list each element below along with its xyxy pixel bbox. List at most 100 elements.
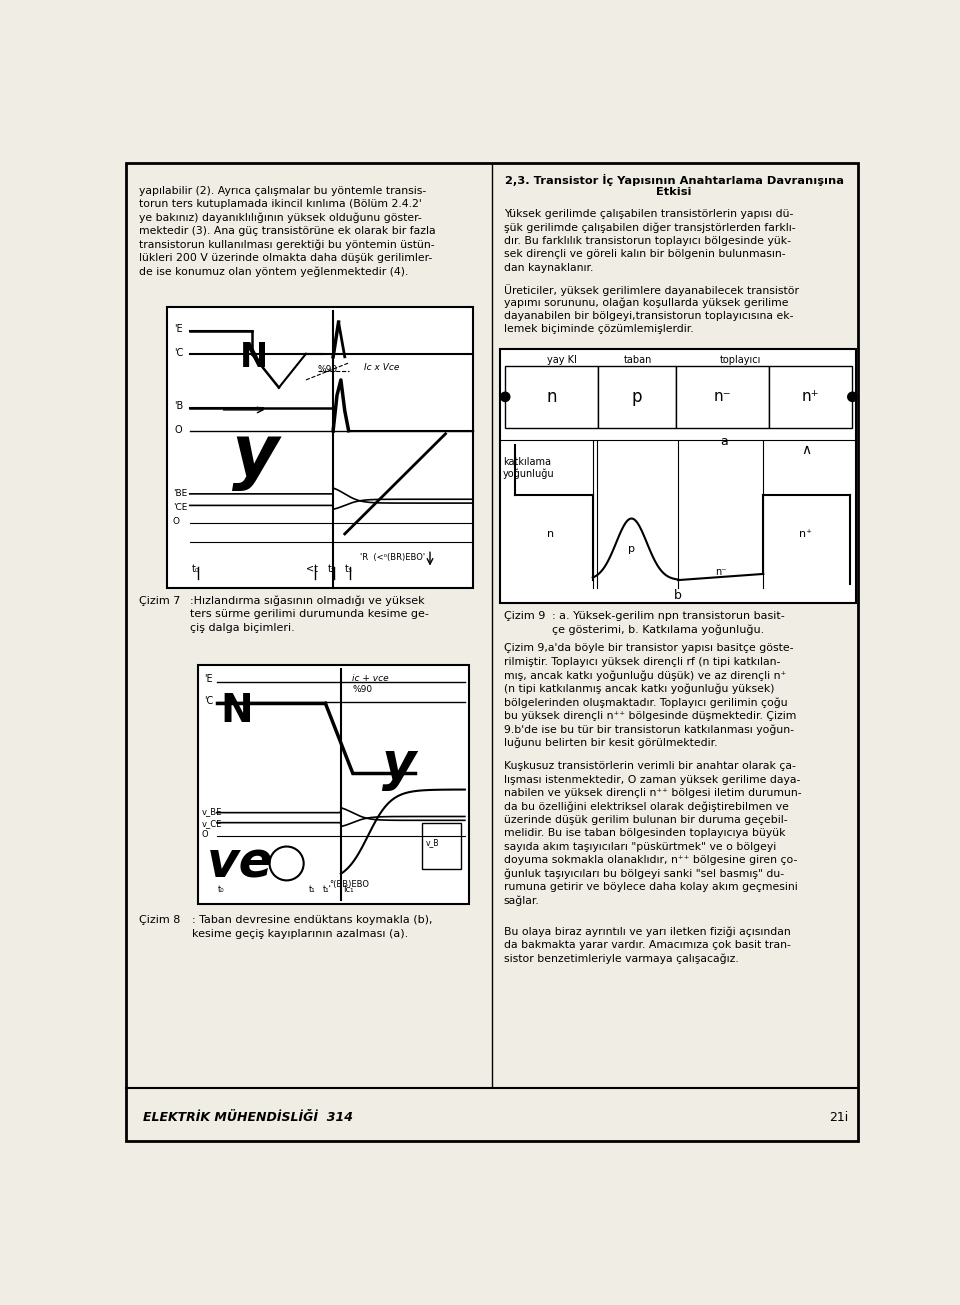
Text: üzerinde düşük gerilim bulunan bir duruma geçebil-: üzerinde düşük gerilim bulunan bir durum…	[504, 814, 787, 825]
Text: ic + vce: ic + vce	[352, 675, 389, 683]
Text: t₂: t₂	[327, 564, 335, 574]
Text: ELEKTRİK MÜHENDİSLİĞİ  314: ELEKTRİK MÜHENDİSLİĞİ 314	[143, 1111, 353, 1124]
Text: Yüksek gerilimde çalışabilen transistörlerin yapısı dü-: Yüksek gerilimde çalışabilen transistörl…	[504, 209, 793, 219]
Text: yoğunluğu: yoğunluğu	[503, 468, 555, 479]
Bar	[598, 365, 676, 428]
Text: %90: %90	[318, 364, 338, 373]
Text: p: p	[632, 388, 642, 406]
Text: Çizim 8: Çizim 8	[139, 915, 180, 925]
Text: 'CE: 'CE	[173, 504, 187, 512]
Text: dayanabilen bir bölgeyi,transistorun toplayıcısına ek-: dayanabilen bir bölgeyi,transistorun top…	[504, 311, 793, 321]
Bar	[769, 365, 852, 428]
Text: <t: <t	[306, 564, 318, 574]
Text: ve: ve	[206, 839, 274, 887]
Text: t₁: t₁	[309, 885, 316, 894]
Text: ∧: ∧	[801, 442, 811, 457]
Text: °(BB)EBO: °(BB)EBO	[329, 881, 370, 890]
Text: kesime geçiş kayıplarının azalması (a).: kesime geçiş kayıplarının azalması (a).	[192, 929, 408, 938]
Text: şük gerilimde çalışabilen diğer transjstörlerden farklı-: şük gerilimde çalışabilen diğer transjst…	[504, 222, 795, 232]
Text: 'R  (<⁰(BR)EBO': 'R (<⁰(BR)EBO'	[360, 553, 425, 562]
Text: rilmiştir. Toplayıcı yüksek dirençli rf (n tipi katkılan-: rilmiştir. Toplayıcı yüksek dirençli rf …	[504, 656, 780, 667]
Text: nabilen ve yüksek dirençli n⁺⁺ bölgesi iletim durumun-: nabilen ve yüksek dirençli n⁺⁺ bölgesi i…	[504, 788, 802, 797]
Text: transistorun kullanılması gerektiği bu yöntemin üstün-: transistorun kullanılması gerektiği bu y…	[139, 240, 435, 251]
Text: 'E: 'E	[175, 325, 182, 334]
Text: luğunu belirten bir kesit görülmektedir.: luğunu belirten bir kesit görülmektedir.	[504, 737, 717, 748]
Text: Üreticiler, yüksek gerilimlere dayanabilecek transistör: Üreticiler, yüksek gerilimlere dayanabil…	[504, 283, 799, 295]
Text: Bu olaya biraz ayrıntılı ve yarı iletken fiziği açısından: Bu olaya biraz ayrıntılı ve yarı iletken…	[504, 927, 790, 937]
Text: a: a	[721, 436, 729, 449]
Text: v_CE: v_CE	[202, 818, 222, 827]
Text: y: y	[232, 423, 279, 492]
Text: n: n	[546, 388, 557, 406]
Text: sistor benzetimleriyle varmaya çalışacağız.: sistor benzetimleriyle varmaya çalışacağ…	[504, 954, 738, 964]
Text: da bakmakta yarar vardır. Amacımıza çok basit tran-: da bakmakta yarar vardır. Amacımıza çok …	[504, 940, 790, 950]
Text: ye bakınız) dayanıklılığının yüksek olduğunu göster-: ye bakınız) dayanıklılığının yüksek oldu…	[139, 213, 422, 223]
Text: y: y	[382, 739, 417, 791]
Text: : Taban devresine endüktans koymakla (b),: : Taban devresine endüktans koymakla (b)…	[192, 915, 433, 925]
Text: Kuşkusuz transistörlerin verimli bir anahtar olarak ça-: Kuşkusuz transistörlerin verimli bir ana…	[504, 761, 796, 771]
Bar	[166, 307, 472, 587]
Text: yapımı sorununu, olağan koşullarda yüksek gerilime: yapımı sorununu, olağan koşullarda yükse…	[504, 298, 788, 308]
Text: b: b	[674, 590, 682, 603]
Text: çiş dalga biçimleri.: çiş dalga biçimleri.	[190, 624, 295, 633]
Text: N: N	[240, 342, 268, 375]
Text: Ic₁: Ic₁	[344, 885, 354, 894]
Text: v_B: v_B	[426, 838, 440, 847]
Text: n⁺: n⁺	[802, 389, 819, 405]
Text: 9.b'de ise bu tür bir transistorun katkılanması yoğun-: 9.b'de ise bu tür bir transistorun katkı…	[504, 724, 794, 735]
Text: ters sürme gerilimi durumunda kesime ge-: ters sürme gerilimi durumunda kesime ge-	[190, 609, 428, 620]
Text: n: n	[546, 529, 554, 539]
Text: taban: taban	[623, 355, 652, 365]
Text: 'E: 'E	[204, 675, 212, 684]
Text: Çizim 7: Çizim 7	[139, 595, 180, 606]
Text: 'B: 'B	[175, 402, 183, 411]
Text: melidir. Bu ise taban bölgesinden toplayıcıya büyük: melidir. Bu ise taban bölgesinden toplay…	[504, 829, 785, 838]
Text: v_BE: v_BE	[202, 808, 222, 816]
Text: mektedir (3). Ana güç transistörüne ek olarak bir fazla: mektedir (3). Ana güç transistörüne ek o…	[139, 226, 436, 236]
Text: da bu özelliğini elektriksel olarak değiştirebilmen ve: da bu özelliğini elektriksel olarak deği…	[504, 801, 788, 812]
Text: ğunluk taşıyıcıları bu bölgeyi sanki "sel basmış" du-: ğunluk taşıyıcıları bu bölgeyi sanki "se…	[504, 869, 783, 880]
Text: 2,3. Transistor İç Yapısının Anahtarlama Davranışına: 2,3. Transistor İç Yapısının Anahtarlama…	[505, 174, 844, 185]
Text: : a. Yüksek-gerilim npn transistorun basit-: : a. Yüksek-gerilim npn transistorun bas…	[552, 611, 785, 621]
Text: torun ters kutuplamada ikincil kınlıma (Bölüm 2.4.2': torun ters kutuplamada ikincil kınlıma (…	[139, 200, 422, 209]
Text: 'BE: 'BE	[173, 489, 187, 499]
Text: lemek biçiminde çözümlemişlerdir.: lemek biçiminde çözümlemişlerdir.	[504, 324, 693, 334]
Text: Ic x Vce: Ic x Vce	[364, 363, 399, 372]
Text: Çizim 9: Çizim 9	[504, 611, 545, 621]
Text: n⁻: n⁻	[715, 568, 727, 577]
Text: (n tipi katkılanmış ancak katkı yoğunluğu yüksek): (n tipi katkılanmış ancak katkı yoğunluğ…	[504, 684, 774, 694]
Text: lışması istenmektedir, O zaman yüksek gerilime daya-: lışması istenmektedir, O zaman yüksek ge…	[504, 775, 800, 784]
Text: n⁺: n⁺	[800, 529, 812, 539]
Text: t₃: t₃	[345, 564, 352, 574]
Bar	[422, 822, 461, 869]
Text: t₀: t₀	[191, 564, 199, 574]
Circle shape	[848, 393, 857, 402]
Text: bölgelerinden oluşmaktadır. Toplayıcı gerilimin çoğu: bölgelerinden oluşmaktadır. Toplayıcı ge…	[504, 697, 787, 707]
Text: 'C: 'C	[204, 696, 213, 706]
Text: O: O	[173, 517, 180, 526]
Text: t₁': t₁'	[324, 885, 332, 894]
Text: sayıda akım taşıyıcıları "püskürtmek" ve o bölgeyi: sayıda akım taşıyıcıları "püskürtmek" ve…	[504, 842, 776, 852]
Text: sağlar.: sağlar.	[504, 895, 540, 906]
Text: yay KI: yay KI	[547, 355, 577, 365]
Text: rumuna getirir ve böylece daha kolay akım geçmesini: rumuna getirir ve böylece daha kolay akı…	[504, 882, 798, 893]
Text: Etkisi: Etkisi	[657, 188, 692, 197]
Text: dan kaynaklanır.: dan kaynaklanır.	[504, 262, 593, 273]
Text: doyuma sokmakla olanaklıdır, n⁺⁺ bölgesine giren ço-: doyuma sokmakla olanaklıdır, n⁺⁺ bölgesi…	[504, 855, 797, 865]
Text: çe gösterimi, b. Katkılama yoğunluğu.: çe gösterimi, b. Katkılama yoğunluğu.	[552, 625, 765, 636]
Text: n⁻: n⁻	[713, 389, 731, 405]
Text: t₀: t₀	[217, 885, 224, 894]
Text: 'C: 'C	[175, 347, 183, 358]
Text: N: N	[221, 692, 253, 729]
Text: yapılabilir (2). Ayrıca çalışmalar bu yöntemle transis-: yapılabilir (2). Ayrıca çalışmalar bu yö…	[139, 185, 426, 196]
Circle shape	[500, 393, 510, 402]
Text: O: O	[175, 424, 181, 435]
Text: bu yüksek dirençli n⁺⁺ bölgesinde düşmektedir. Çizim: bu yüksek dirençli n⁺⁺ bölgesinde düşmek…	[504, 711, 796, 720]
Text: %90: %90	[352, 685, 372, 694]
Bar	[505, 365, 598, 428]
Text: mış, ancak katkı yoğunluğu düşük) ve az dirençli n⁺: mış, ancak katkı yoğunluğu düşük) ve az …	[504, 671, 786, 681]
Bar	[198, 664, 468, 903]
Text: sek dirençli ve göreli kalın bir bölgenin bulunmasın-: sek dirençli ve göreli kalın bir bölgeni…	[504, 249, 785, 260]
Text: :Hızlandırma sığasının olmadığı ve yüksek: :Hızlandırma sığasının olmadığı ve yükse…	[190, 595, 424, 606]
Text: dır. Bu farklılık transistorun toplayıcı bölgesinde yük-: dır. Bu farklılık transistorun toplayıcı…	[504, 236, 791, 245]
